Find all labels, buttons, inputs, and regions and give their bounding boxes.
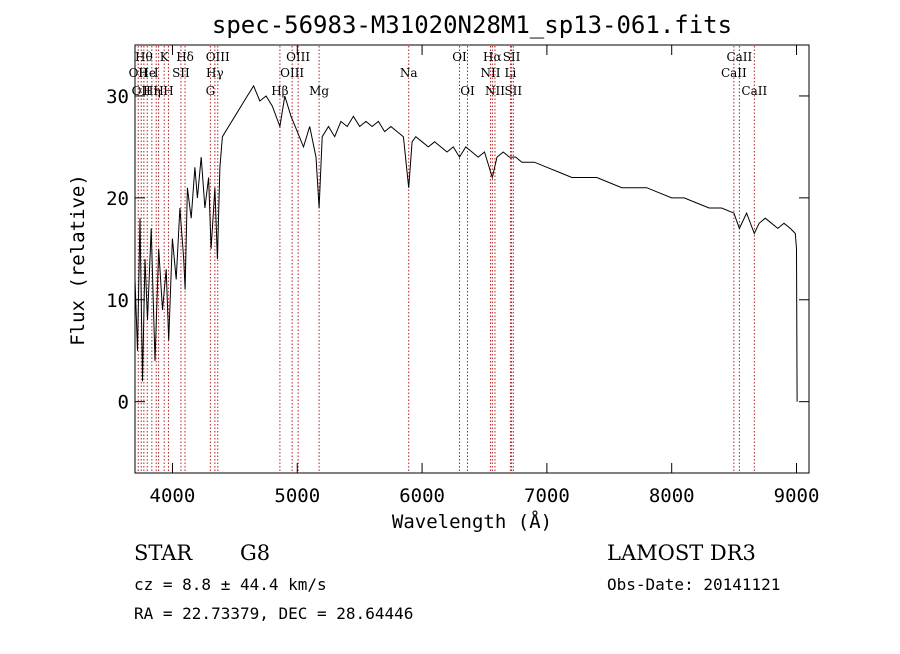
line-label-29: CaII — [741, 84, 767, 98]
line-label-10: Hδ — [176, 50, 194, 64]
line-label-14: Hβ — [271, 84, 288, 98]
line-label-22: Hα — [483, 50, 502, 64]
line-label-3: He — [138, 66, 156, 80]
line-label-9: SII — [172, 66, 190, 80]
line-label-24: Li — [505, 66, 517, 80]
line-label-2: Hθ — [135, 50, 153, 64]
y-tick-label-30: 30 — [106, 86, 129, 108]
x-tick-label-7000: 7000 — [524, 485, 570, 507]
spectral-line-markers — [137, 46, 755, 472]
line-label-26: SII — [504, 84, 522, 98]
line-label-6: H — [153, 84, 163, 98]
redshift-velocity: cz = 8.8 ± 44.4 km/s — [134, 575, 327, 594]
line-label-17: Mg — [309, 84, 329, 98]
line-label-28: CaII — [726, 50, 752, 64]
x-tick-label-9000: 9000 — [774, 485, 820, 507]
y-tick-label-10: 10 — [106, 290, 129, 312]
x-tick-label-5000: 5000 — [274, 485, 320, 507]
line-label-1: OII — [132, 84, 152, 98]
spectrum-series — [134, 84, 798, 402]
line-label-15: OIII — [280, 66, 304, 80]
axis-ticks: 4000 5000 6000 7000 8000 9000 0 10 20 30 — [106, 45, 819, 507]
line-label-4: Hη — [143, 84, 161, 98]
line-label-19: OI — [452, 50, 467, 64]
chart-title: spec-56983-M31020N28M1_sp13-061.fits — [212, 11, 732, 39]
line-label-25: SII — [503, 50, 521, 64]
spectral-line-labels: OII OII Hθ He Hη IH K H SII Hδ G Hγ OIII Hβ OIII OIII Mg… — [129, 50, 768, 98]
y-axis-title: Flux (relative) — [67, 174, 89, 346]
line-label-21: NII — [480, 66, 500, 80]
survey-release: LAMOST DR3 — [607, 541, 756, 565]
object-subclass: G8 — [240, 541, 270, 565]
line-label-5: I — [154, 66, 159, 80]
spectrum-line-0 — [134, 84, 798, 402]
line-label-20: OI — [460, 84, 475, 98]
line-label-7: K — [160, 50, 170, 64]
line-label-8: H — [163, 84, 173, 98]
x-tick-label-4000: 4000 — [150, 485, 196, 507]
observation-date: Obs-Date: 20141121 — [607, 575, 780, 594]
line-label-23: NII — [485, 84, 505, 98]
line-label-0: OII — [129, 66, 149, 80]
line-label-11: G — [206, 84, 216, 98]
sky-coordinates: RA = 22.73379, DEC = 28.64446 — [134, 604, 413, 623]
x-tick-label-8000: 8000 — [649, 485, 695, 507]
line-label-12: Hγ — [206, 66, 224, 80]
x-axis-title: Wavelength (Å) — [392, 510, 552, 533]
line-label-16: OIII — [286, 50, 310, 64]
line-label-27: CaII — [721, 66, 747, 80]
object-class: STAR — [134, 541, 193, 565]
y-tick-label-20: 20 — [106, 188, 129, 210]
line-label-13: OIII — [206, 50, 230, 64]
line-label-18: Na — [400, 66, 418, 80]
y-tick-label-0: 0 — [118, 392, 129, 414]
x-tick-label-6000: 6000 — [399, 485, 445, 507]
plot-frame — [134, 44, 810, 474]
